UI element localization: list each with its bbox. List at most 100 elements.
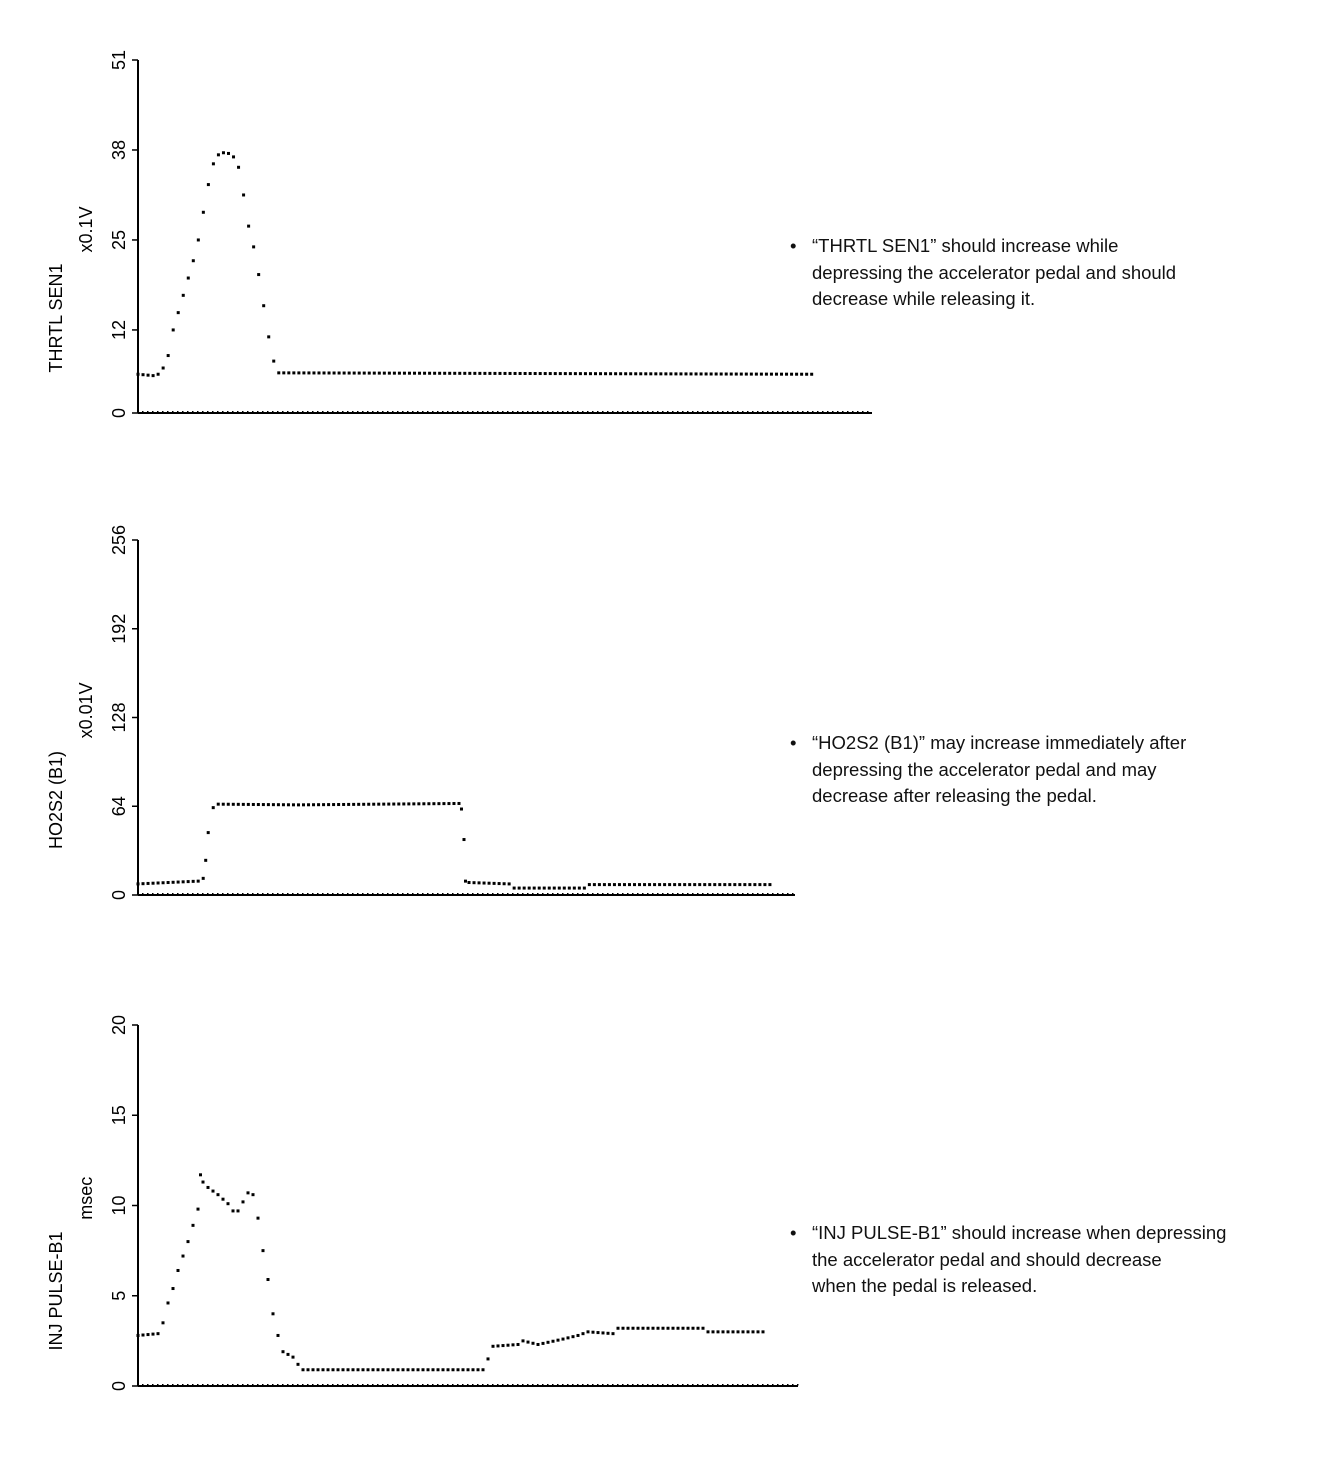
x-axis-tick — [707, 1384, 709, 1386]
data-point — [467, 881, 471, 885]
y-axis-label: THRTL SEN1 — [46, 263, 66, 372]
data-point — [604, 372, 608, 376]
x-axis-tick — [387, 411, 389, 413]
x-axis-tick — [687, 1384, 689, 1386]
x-axis-tick — [172, 1384, 174, 1386]
data-point — [216, 1193, 220, 1197]
x-axis-tick — [357, 411, 359, 413]
data-point — [151, 881, 155, 885]
data-point — [473, 371, 477, 375]
data-point — [411, 1368, 415, 1372]
data-point — [551, 1339, 555, 1343]
x-axis-tick — [207, 893, 209, 895]
data-point — [462, 838, 466, 842]
x-axis-tick — [572, 893, 574, 895]
data-point — [136, 1333, 140, 1337]
x-axis-tick — [602, 411, 604, 413]
x-axis-tick — [832, 411, 834, 413]
data-point — [763, 883, 767, 887]
data-point — [312, 803, 316, 807]
data-point — [407, 371, 411, 375]
data-point — [286, 1352, 290, 1356]
data-point — [508, 371, 512, 375]
data-point — [156, 1332, 160, 1336]
x-axis-tick — [182, 893, 184, 895]
data-point — [716, 1330, 720, 1334]
x-axis-tick — [402, 893, 404, 895]
data-point — [558, 372, 562, 376]
data-point — [181, 293, 185, 297]
data-point — [196, 879, 200, 883]
data-point — [708, 883, 712, 887]
data-point — [151, 1332, 155, 1336]
x-axis-tick — [667, 893, 669, 895]
data-point — [607, 883, 611, 887]
data-point — [576, 1333, 580, 1337]
x-axis-tick — [607, 1384, 609, 1386]
y-tick-label: 0 — [109, 890, 129, 900]
x-axis-tick — [777, 893, 779, 895]
x-axis-tick — [777, 411, 779, 413]
data-point — [367, 371, 371, 375]
data-point — [668, 883, 672, 887]
x-axis-tick — [687, 411, 689, 413]
x-axis-tick — [177, 893, 179, 895]
data-point — [247, 224, 251, 228]
x-axis-tick — [287, 1384, 289, 1386]
x-axis-tick — [472, 411, 474, 413]
x-axis-tick — [852, 411, 854, 413]
data-point — [611, 1332, 615, 1336]
data-point — [377, 802, 381, 806]
x-axis-tick — [302, 893, 304, 895]
x-axis-tick — [402, 411, 404, 413]
data-point — [297, 371, 301, 375]
data-point — [437, 802, 441, 806]
x-axis-tick — [847, 411, 849, 413]
data-point — [453, 371, 457, 375]
x-axis-tick — [542, 893, 544, 895]
data-point — [272, 359, 276, 363]
note-line: when the pedal is released. — [812, 1275, 1038, 1296]
x-axis-tick — [252, 893, 254, 895]
data-point — [553, 372, 557, 376]
data-point — [221, 1197, 225, 1201]
data-point — [743, 883, 747, 887]
data-point — [296, 803, 300, 807]
x-axis-tick — [422, 893, 424, 895]
x-axis-tick — [322, 411, 324, 413]
data-point — [487, 881, 491, 885]
x-axis-tick — [782, 411, 784, 413]
x-axis-tick — [202, 893, 204, 895]
x-axis-tick — [147, 893, 149, 895]
x-axis-tick — [282, 893, 284, 895]
data-point — [352, 371, 356, 375]
x-axis-tick — [627, 893, 629, 895]
data-point — [774, 372, 778, 376]
x-axis-tick — [757, 893, 759, 895]
note-line: depressing the accelerator pedal and may — [812, 758, 1157, 780]
x-axis-tick — [222, 411, 224, 413]
data-point — [659, 372, 663, 376]
x-axis-tick — [592, 411, 594, 413]
data-point — [302, 371, 306, 375]
data-point — [733, 883, 737, 887]
x-axis-tick — [362, 893, 364, 895]
x-axis-tick — [142, 1384, 144, 1386]
data-point — [286, 803, 290, 807]
x-axis-tick — [672, 1384, 674, 1386]
x-axis-tick — [217, 1384, 219, 1386]
data-point — [699, 372, 703, 376]
x-axis-tick — [722, 1384, 724, 1386]
data-point — [431, 1368, 435, 1372]
data-point — [461, 1368, 465, 1372]
data-point — [533, 372, 537, 376]
x-axis-tick — [387, 1384, 389, 1386]
x-axis-tick — [237, 411, 239, 413]
x-axis-tick — [747, 893, 749, 895]
x-axis-tick — [282, 411, 284, 413]
x-axis-tick — [562, 893, 564, 895]
data-point — [161, 366, 165, 370]
data-point — [443, 371, 447, 375]
data-point — [648, 883, 652, 887]
x-axis-tick — [622, 411, 624, 413]
